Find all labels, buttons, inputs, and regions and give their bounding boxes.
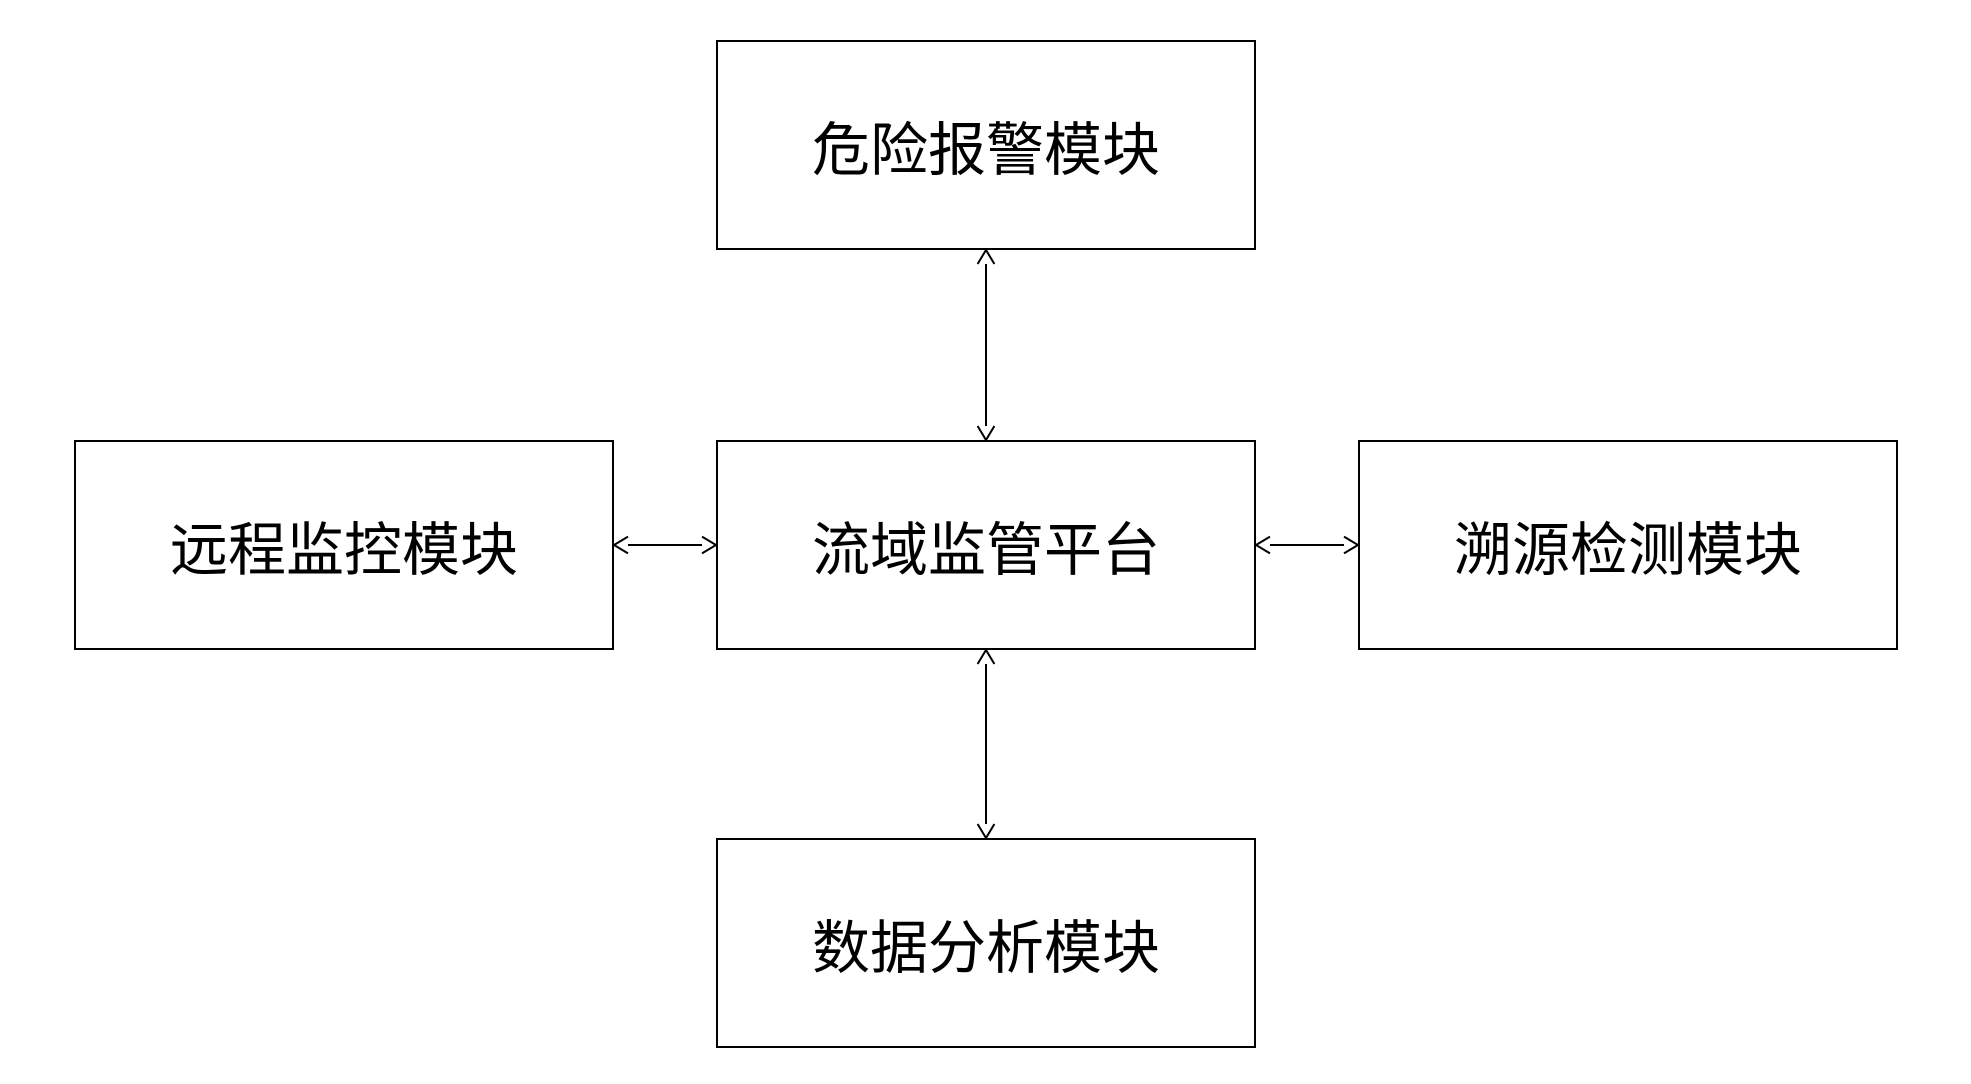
- edge-center-bottom: [978, 650, 995, 838]
- edge-center-right: [1256, 537, 1358, 554]
- flowchart-diagram: 危险报警模块 远程监控模块 流域监管平台 溯源检测模块 数据分析模块: [0, 0, 1971, 1084]
- node-top: 危险报警模块: [716, 40, 1256, 250]
- node-center: 流域监管平台: [716, 440, 1256, 650]
- node-right: 溯源检测模块: [1358, 440, 1898, 650]
- node-center-label: 流域监管平台: [812, 503, 1160, 587]
- edge-left-center: [614, 537, 716, 554]
- node-left-label: 远程监控模块: [170, 503, 518, 587]
- node-bottom: 数据分析模块: [716, 838, 1256, 1048]
- edge-top-center: [978, 250, 995, 440]
- node-bottom-label: 数据分析模块: [812, 901, 1160, 985]
- node-top-label: 危险报警模块: [812, 103, 1160, 187]
- node-right-label: 溯源检测模块: [1454, 503, 1802, 587]
- node-left: 远程监控模块: [74, 440, 614, 650]
